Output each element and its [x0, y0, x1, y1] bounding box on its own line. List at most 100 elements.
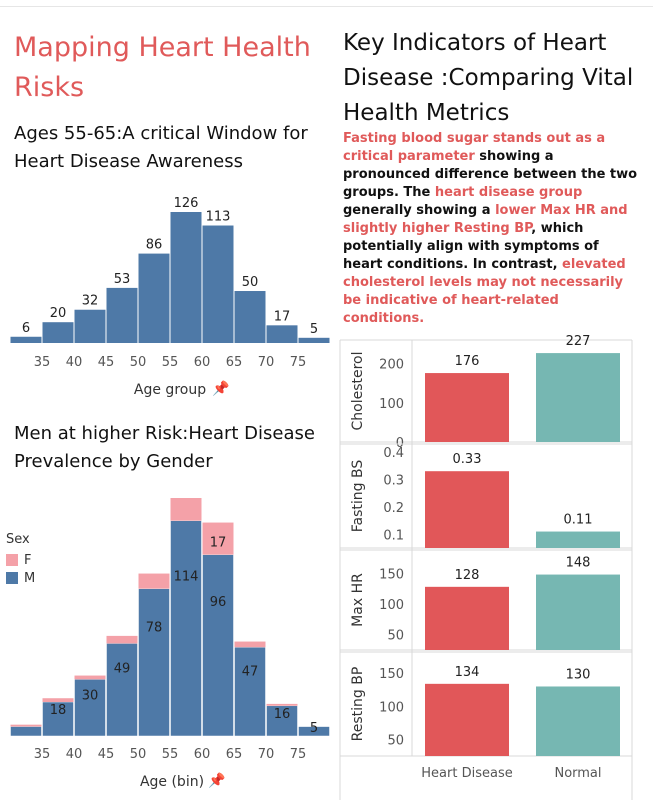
- metric-bar-label: 128: [455, 568, 480, 583]
- age-bar: [106, 287, 138, 343]
- gender-x-tick: 65: [226, 747, 243, 762]
- insight-highlight: elevated cholesterol levels may not nece…: [343, 257, 626, 326]
- male-bar: [170, 520, 202, 737]
- top-divider: [0, 0, 653, 7]
- heart-disease-bar: [425, 373, 509, 442]
- female-bar: [74, 675, 106, 680]
- age-x-tick: 40: [66, 355, 83, 370]
- age-bar-label: 5: [310, 322, 318, 337]
- metric-y-tick: 0.1: [383, 528, 404, 543]
- male-bar: [266, 705, 298, 737]
- male-bar: [202, 554, 234, 737]
- insight-segment: generally showing a: [343, 203, 496, 218]
- legend-label-f: F: [24, 552, 32, 568]
- male-bar-label: 114: [174, 570, 199, 585]
- metric-bar-label: 148: [566, 556, 591, 571]
- insight-highlight: heart disease group: [434, 185, 583, 200]
- age-x-tick: 65: [226, 355, 243, 370]
- page-title: Mapping Heart Health Risks: [14, 32, 311, 103]
- gender-x-tick: 60: [194, 747, 211, 762]
- insight-segment: , which potentially align with symptoms …: [343, 221, 599, 272]
- age-bar-label: 50: [242, 275, 259, 290]
- metric-y-tick: 100: [379, 598, 404, 613]
- male-bar-label: 18: [50, 703, 67, 718]
- age-bar: [234, 291, 266, 343]
- female-bar: [138, 573, 170, 589]
- male-bar-label: 96: [210, 595, 227, 610]
- female-bar-label: 17: [210, 536, 227, 551]
- metric-y-axis-title: Fasting BS: [350, 460, 366, 533]
- normal-bar: [536, 686, 620, 756]
- heart-disease-bar: [425, 683, 509, 756]
- legend-item-m[interactable]: M: [6, 569, 35, 587]
- female-bar: [106, 635, 138, 644]
- legend-item-f[interactable]: F: [6, 551, 35, 569]
- legend-swatch-m: [6, 572, 18, 584]
- metric-y-tick: 150: [379, 567, 404, 582]
- sex-legend[interactable]: Sex F M: [6, 532, 35, 587]
- male-bar-label: 78: [146, 621, 163, 636]
- metric-y-axis-title: Resting BP: [350, 667, 366, 742]
- male-bar: [106, 643, 138, 737]
- gender-x-tick: 35: [34, 747, 51, 762]
- metric-y-tick: 100: [379, 397, 404, 412]
- metric-y-axis-title: Max HR: [350, 573, 366, 627]
- age-bar: [298, 337, 330, 343]
- female-bar: [10, 724, 42, 727]
- legend-label-m: M: [24, 570, 36, 586]
- normal-bar: [536, 574, 620, 650]
- metric-category-label: Normal: [554, 766, 601, 781]
- insight-highlight: Fasting blood sugar stands out as a crit…: [343, 131, 606, 164]
- gender-x-tick: 70: [258, 747, 275, 762]
- metric-y-tick: 50: [387, 733, 404, 748]
- metric-y-tick: 100: [379, 700, 404, 715]
- metric-y-tick: 0.4: [383, 446, 404, 461]
- metric-y-axis-title: Cholesterol: [350, 351, 366, 430]
- metric-bar-label: 134: [455, 665, 480, 680]
- metric-bar-label: 0.33: [453, 452, 482, 467]
- gender-x-axis-title: Age (bin): [140, 774, 204, 790]
- normal-bar: [536, 531, 620, 548]
- age-x-axis-title: Age group: [134, 382, 206, 398]
- metric-y-tick: 200: [379, 358, 404, 373]
- male-bar: [74, 679, 106, 737]
- age-x-tick: 50: [130, 355, 147, 370]
- metric-bar-label: 227: [566, 334, 591, 349]
- gender-x-tick: 50: [130, 747, 147, 762]
- metric-y-tick: 0.3: [383, 473, 404, 488]
- legend-title: Sex: [6, 532, 30, 547]
- male-bar-label: 5: [310, 721, 318, 736]
- age-bar: [10, 336, 42, 343]
- age-bar-label: 32: [82, 294, 99, 309]
- age-bar-label: 20: [50, 306, 67, 321]
- age-bar: [42, 322, 74, 343]
- metric-y-tick: 0.2: [383, 501, 404, 516]
- age-chart-title: Ages 55-65:A critical Window for Heart D…: [14, 123, 308, 172]
- age-bar-label: 113: [206, 210, 231, 225]
- age-x-tick: 75: [290, 355, 307, 370]
- male-bar: [10, 726, 42, 737]
- age-bar-label: 6: [22, 321, 30, 336]
- age-x-tick: 35: [34, 355, 51, 370]
- age-x-tick: 55: [162, 355, 179, 370]
- metric-bar-label: 176: [455, 354, 480, 369]
- normal-bar: [536, 353, 620, 442]
- metric-y-tick: 150: [379, 667, 404, 682]
- age-x-tick: 70: [258, 355, 275, 370]
- insight-text: Fasting blood sugar stands out as a crit…: [343, 130, 638, 328]
- gender-x-tick: 45: [98, 747, 115, 762]
- age-x-tick: 60: [194, 355, 211, 370]
- male-bar: [298, 726, 330, 737]
- age-x-tick: 45: [98, 355, 115, 370]
- female-bar: [42, 698, 74, 702]
- insight-segment: showing a pronounced difference between …: [343, 149, 638, 200]
- male-bar: [234, 646, 266, 737]
- metric-y-tick: 50: [387, 629, 404, 644]
- heart-disease-bar: [425, 471, 509, 548]
- metric-bar-label: 130: [566, 667, 591, 682]
- pin-icon: 📌: [208, 771, 226, 789]
- age-bar-label: 126: [174, 196, 199, 211]
- age-bar: [138, 253, 170, 343]
- age-bar: [266, 325, 298, 343]
